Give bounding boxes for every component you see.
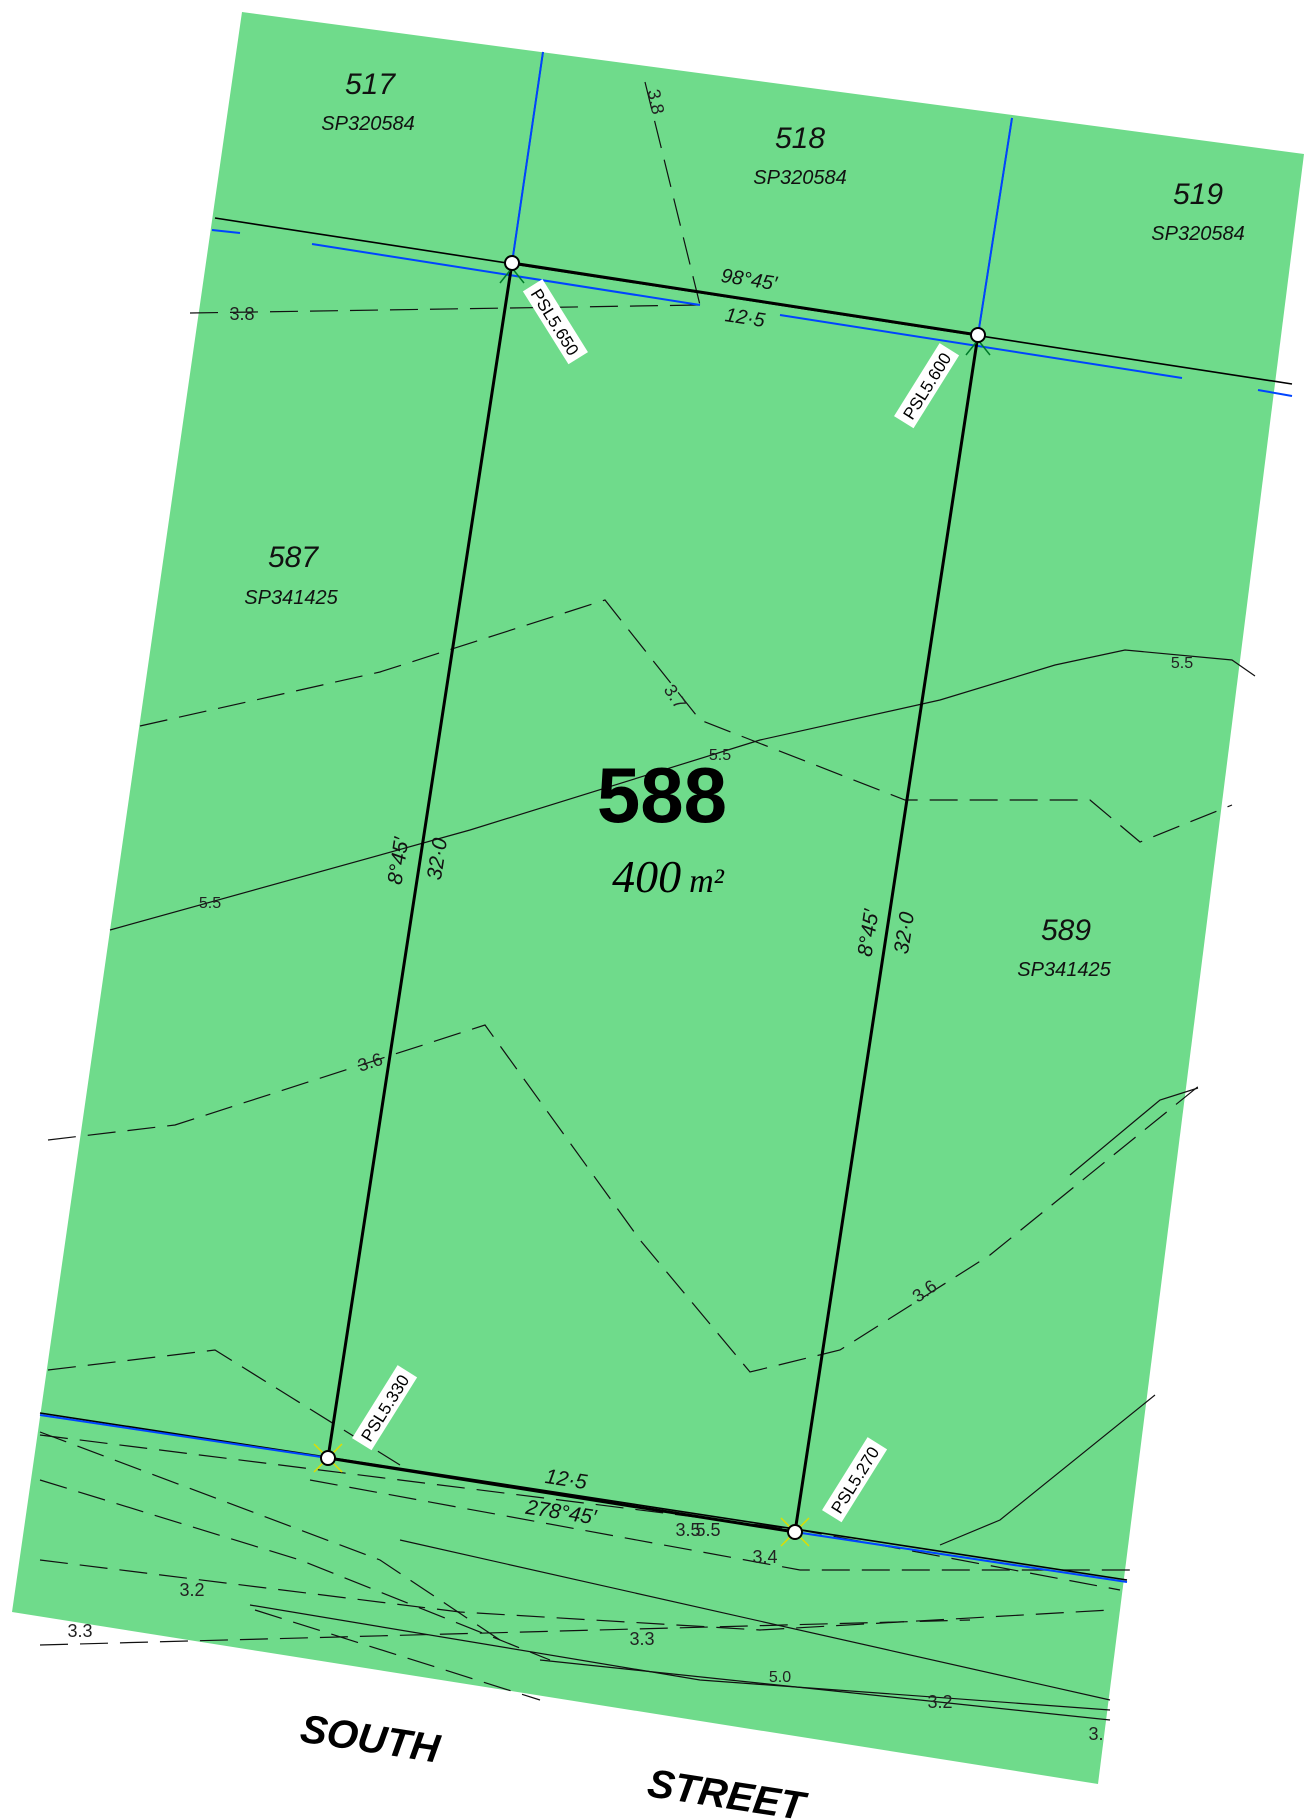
contour-label: 3.4 <box>752 1547 777 1567</box>
lot-number: 518 <box>775 122 825 155</box>
lot-plan: SP320584 <box>753 167 846 189</box>
peg-circle <box>970 327 986 343</box>
contour-label: 3.5 <box>675 1520 700 1540</box>
subject-lot-area: 400 m² <box>612 851 725 902</box>
land-area <box>12 12 1304 1784</box>
contour-lines <box>39 81 1233 1701</box>
lot-number: 517 <box>345 68 396 101</box>
contour-label: 5.0 <box>769 1669 791 1686</box>
lot-number: 589 <box>1041 914 1091 947</box>
contour-label: 3.3 <box>629 1629 654 1649</box>
area-unit: m² <box>689 863 725 900</box>
contour-label: 5.5 <box>695 1520 720 1540</box>
lot-number: 519 <box>1173 178 1223 211</box>
lot-plan: SP341425 <box>244 587 338 609</box>
peg-circle <box>320 1450 336 1466</box>
contour-label: 3.3 <box>67 1621 92 1641</box>
lot-plan: SP320584 <box>1151 223 1244 245</box>
lot-labels: 517 SP320584 518 SP320584 519 SP320584 5… <box>244 68 1244 981</box>
contour-label: 5.5 <box>199 895 221 912</box>
contour-label: 3.8 <box>229 304 254 324</box>
lot-number: 587 <box>268 541 319 574</box>
subject-lot-number: 588 <box>597 751 727 839</box>
lot-plan: SP320584 <box>321 113 414 135</box>
lot-plan: SP341425 <box>1017 959 1111 981</box>
street-word-1: SOUTH <box>297 1707 443 1772</box>
contour-solid <box>109 649 1256 1721</box>
contour-label: 5.5 <box>1171 655 1193 672</box>
contour-label: 3. <box>1088 1724 1103 1744</box>
contour-label: 3.2 <box>927 1692 952 1712</box>
easement-lines <box>39 51 1293 1583</box>
peg-circle <box>504 255 520 271</box>
area-value: 400 <box>612 851 681 902</box>
contour-label: 5.5 <box>709 747 731 764</box>
street-word-2: STREET <box>645 1761 811 1820</box>
peg-circle <box>787 1524 803 1540</box>
peg-markers <box>313 255 991 1547</box>
contour-label: 3.2 <box>179 1580 204 1600</box>
